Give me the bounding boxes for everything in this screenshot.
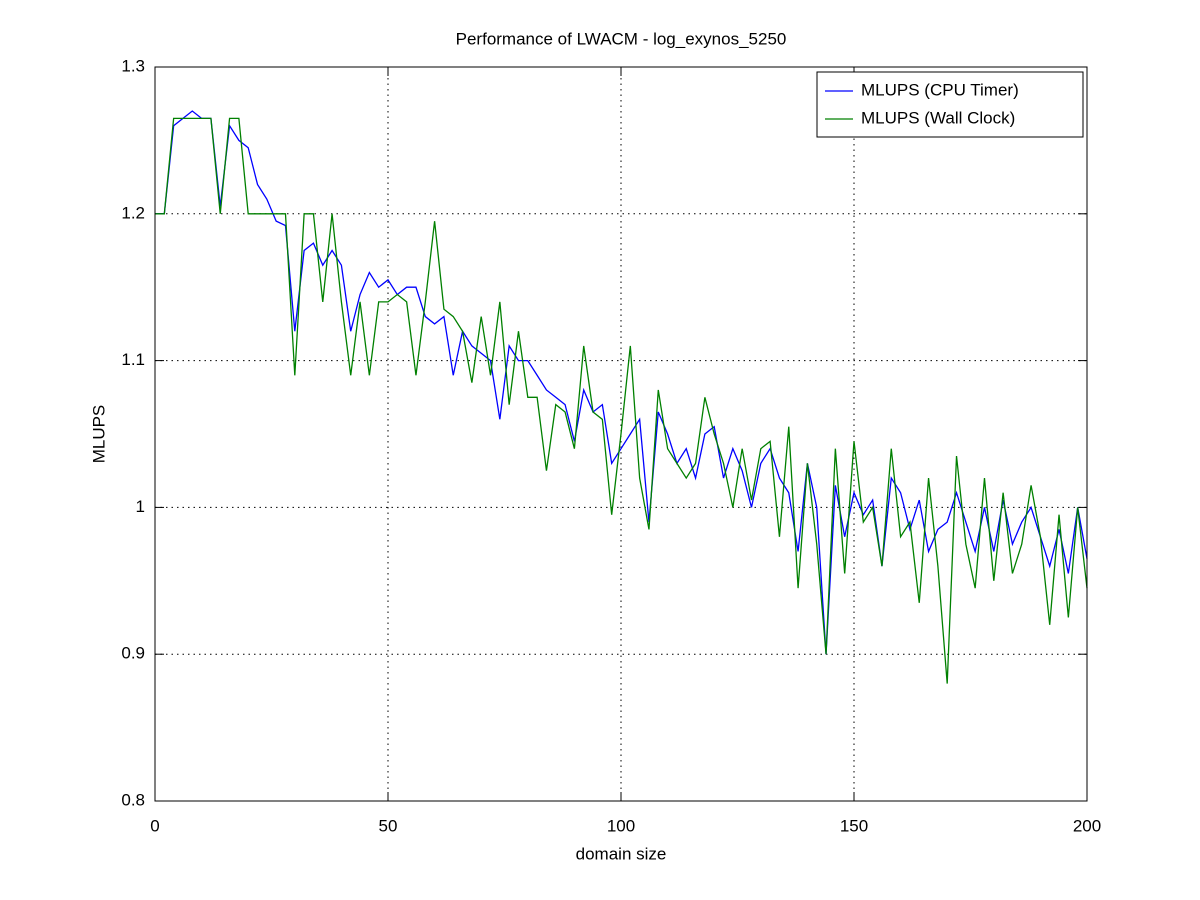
data-line xyxy=(155,110,1088,655)
data-line xyxy=(155,117,1088,684)
y-tick-label: 1.1 xyxy=(121,350,145,369)
legend-box xyxy=(816,71,1084,138)
legend-label: MLUPS (CPU Timer) xyxy=(861,80,1019,99)
y-tick-label: 1.3 xyxy=(121,56,145,75)
y-tick-label: 0.9 xyxy=(121,644,145,663)
x-tick-label: 0 xyxy=(150,816,159,835)
chart-title: Performance of LWACM - log_exynos_5250 xyxy=(456,29,787,48)
y-tick-label: 1.2 xyxy=(121,203,145,222)
x-tick-label: 150 xyxy=(840,816,868,835)
plot-frame xyxy=(154,66,1088,802)
y-axis-label: MLUPS xyxy=(89,405,108,464)
x-tick-label: 100 xyxy=(607,816,635,835)
x-axis-label: domain size xyxy=(576,844,667,863)
y-tick-label: 1 xyxy=(136,497,145,516)
y-tick-label: 0.8 xyxy=(121,790,145,809)
x-tick-label: 200 xyxy=(1073,816,1101,835)
legend-label: MLUPS (Wall Clock) xyxy=(861,108,1015,127)
x-tick-label: 50 xyxy=(379,816,398,835)
